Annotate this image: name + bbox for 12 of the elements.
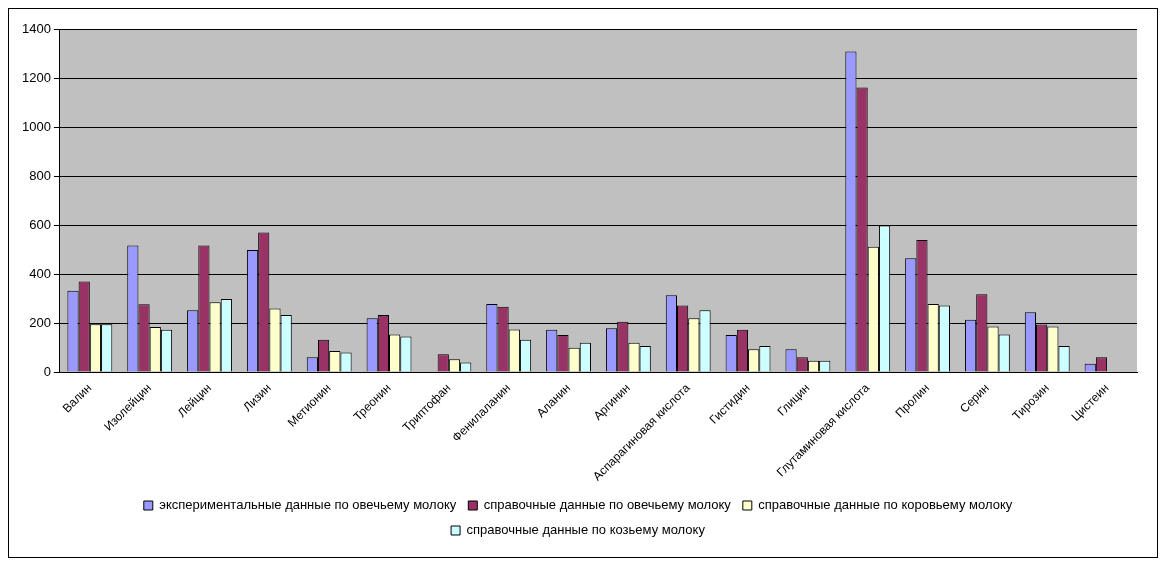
legend-label: справочные данные по козьему молоку <box>466 522 706 538</box>
legend-label: справочные данные по коровьему молоку <box>758 497 1013 513</box>
legend-label: справочные данные по овечьему молоку <box>483 497 732 513</box>
y-tick-label: 0 <box>43 363 51 379</box>
y-tick-label: 1400 <box>22 20 51 36</box>
y-tick-label: 600 <box>29 216 51 232</box>
y-tick-label: 1200 <box>22 69 51 85</box>
y-tick-label: 1000 <box>22 118 51 134</box>
y-tick-label: 200 <box>29 314 51 330</box>
y-tick-label: 400 <box>29 265 51 281</box>
y-tick-label: 800 <box>29 167 51 183</box>
legend-label: экспериментальные данные по овечьему молоку <box>159 497 457 513</box>
